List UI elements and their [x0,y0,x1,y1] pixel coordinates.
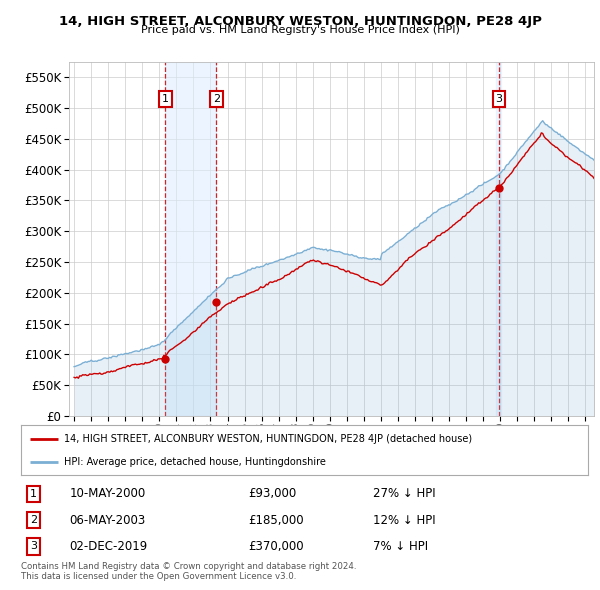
Text: HPI: Average price, detached house, Huntingdonshire: HPI: Average price, detached house, Hunt… [64,457,325,467]
Text: £370,000: £370,000 [248,540,304,553]
Text: 14, HIGH STREET, ALCONBURY WESTON, HUNTINGDON, PE28 4JP (detached house): 14, HIGH STREET, ALCONBURY WESTON, HUNTI… [64,434,472,444]
Text: 2: 2 [30,515,37,525]
Text: 02-DEC-2019: 02-DEC-2019 [69,540,148,553]
Text: 12% ↓ HPI: 12% ↓ HPI [373,514,435,527]
Text: 3: 3 [496,94,502,104]
Text: Price paid vs. HM Land Registry's House Price Index (HPI): Price paid vs. HM Land Registry's House … [140,25,460,35]
Text: Contains HM Land Registry data © Crown copyright and database right 2024.
This d: Contains HM Land Registry data © Crown c… [21,562,356,581]
Bar [166,62,217,416]
Text: 27% ↓ HPI: 27% ↓ HPI [373,487,435,500]
Text: 7% ↓ HPI: 7% ↓ HPI [373,540,428,553]
Text: 3: 3 [30,542,37,552]
Text: 06-MAY-2003: 06-MAY-2003 [69,514,145,527]
Text: £185,000: £185,000 [248,514,304,527]
Text: 2: 2 [213,94,220,104]
Bar [496,62,502,416]
Text: 1: 1 [30,489,37,499]
Text: £93,000: £93,000 [248,487,296,500]
Text: 14, HIGH STREET, ALCONBURY WESTON, HUNTINGDON, PE28 4JP: 14, HIGH STREET, ALCONBURY WESTON, HUNTI… [59,15,541,28]
Text: 1: 1 [162,94,169,104]
Text: 10-MAY-2000: 10-MAY-2000 [69,487,145,500]
